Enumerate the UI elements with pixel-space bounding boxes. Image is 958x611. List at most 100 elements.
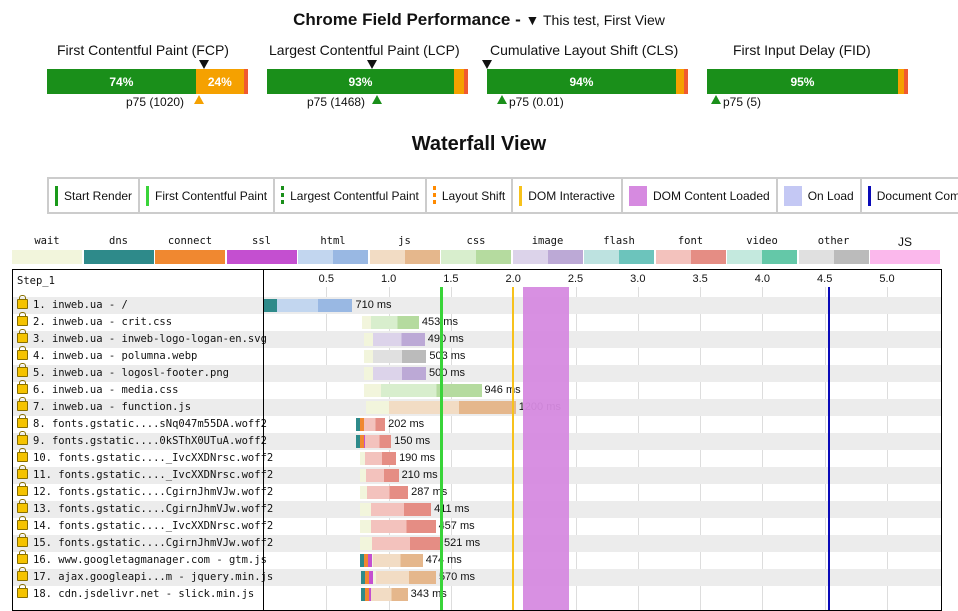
- axis-tick-label: 5.0: [879, 273, 895, 285]
- legend-dash: [432, 185, 436, 206]
- legend-swatch: [628, 185, 647, 206]
- p75-value: p75 (1468): [307, 95, 366, 109]
- request-bar: [373, 350, 427, 363]
- request-type: wait: [12, 235, 82, 264]
- request-bar: [367, 486, 409, 499]
- request-type-label: connect: [167, 235, 213, 247]
- request-type-swatch: [798, 250, 869, 264]
- legend-line: [519, 185, 523, 206]
- swatch-a: [798, 250, 834, 264]
- duration-label: 202 ms: [388, 418, 425, 430]
- request-label: 17. ajax.googleapi...m - jquery.min.js: [17, 567, 273, 586]
- request-type-label: font: [677, 235, 704, 247]
- lock-icon: [17, 380, 28, 394]
- metric-segment: [903, 69, 908, 94]
- request-type: css: [441, 235, 511, 264]
- table-row[interactable]: 4. inweb.ua - polumna.webp 503 ms: [13, 346, 941, 365]
- waterfall-chart: Step_1 0.5 1.0 1.5 2.0 2.5 3.0 3.5 4.0 4.5 5.0 1. i…: [12, 269, 942, 611]
- request-type: js: [369, 235, 440, 264]
- request-type-label: flash: [603, 235, 635, 247]
- axis-tick-label: 0.5: [318, 273, 334, 285]
- table-row[interactable]: 2. inweb.ua - crit.css 453 ms: [13, 312, 941, 331]
- request-bar: [365, 452, 397, 465]
- axis-tick-label: 4.0: [754, 273, 771, 285]
- swatch-b: [476, 250, 511, 264]
- legend-label: Start Render: [64, 188, 133, 203]
- request-type-swatch: [12, 250, 82, 264]
- request-name: 7. inweb.ua - function.js: [33, 401, 192, 413]
- request-label: 7. inweb.ua - function.js: [17, 397, 192, 416]
- table-row[interactable]: 14. fonts.gstatic...._IvcXXDNrsc.woff2 45…: [13, 516, 941, 535]
- request-type-swatch: [584, 250, 654, 264]
- request-label: 11. fonts.gstatic...._IvcXXDNrsc.woff2: [17, 465, 273, 484]
- duration-label: 150 ms: [394, 435, 431, 447]
- request-type-label: other: [817, 235, 850, 247]
- request-name: 8. fonts.gstatic....sNq047m55DA.woff2: [33, 418, 267, 430]
- request-label: 18. cdn.jsdelivr.net - slick.min.js: [17, 584, 254, 603]
- table-row[interactable]: 16. www.googletagmanager.com - gtm.js 474…: [13, 550, 941, 569]
- swatch-b: [619, 250, 654, 264]
- metric-label: First Input Delay (FID): [733, 42, 871, 58]
- lock-icon: [17, 465, 28, 479]
- request-bar: [363, 418, 386, 431]
- request-type-label: dns: [109, 235, 128, 247]
- field-subtitle: ▼ This test, First View: [525, 12, 665, 28]
- table-row[interactable]: 15. fonts.gstatic....CgirnJhmVJw.woff2 52…: [13, 533, 941, 552]
- swatch-a: [83, 250, 119, 264]
- wait-bar: [363, 384, 382, 397]
- table-row[interactable]: 18. cdn.jsdelivr.net - slick.min.js 343 m…: [13, 584, 941, 603]
- wait-bar: [359, 452, 366, 465]
- table-row[interactable]: 7. inweb.ua - function.js1200 ms: [13, 397, 941, 416]
- request-type-label: video: [746, 235, 778, 247]
- table-row[interactable]: 6. inweb.ua - media.css 946 ms: [13, 380, 941, 399]
- swatch-a: [441, 250, 476, 264]
- waterfall-legend: Start Render First Contentful Paint Larges…: [47, 177, 958, 214]
- axis-tick-label: 1.0: [380, 273, 397, 285]
- dom-interactive-line: [511, 287, 514, 610]
- table-row[interactable]: 17. ajax.googleapi...m - jquery.min.js 57…: [13, 567, 941, 586]
- table-row[interactable]: 8. fonts.gstatic....sNq047m55DA.woff2 202…: [13, 414, 941, 433]
- lock-icon: [17, 482, 28, 496]
- table-row[interactable]: 9. fonts.gstatic....0kSThX0UTuA.woff2 150…: [13, 431, 941, 450]
- table-row[interactable]: 5. inweb.ua - logosl-footer.png 500 ms: [13, 363, 941, 382]
- swatch-a: [12, 250, 47, 264]
- metric-label: First Contentful Paint (FCP): [57, 42, 229, 58]
- table-row[interactable]: 13. fonts.gstatic....CgirnJhmVJw.woff2 41…: [13, 499, 941, 518]
- p75-value: p75 (0.01): [509, 95, 564, 109]
- p75-marker-icon: [711, 95, 721, 104]
- table-row[interactable]: 11. fonts.gstatic...._IvcXXDNrsc.woff2 21…: [13, 465, 941, 484]
- swatch-a: [155, 250, 190, 264]
- request-label: 9. fonts.gstatic....0kSThX0UTuA.woff2: [17, 431, 267, 450]
- request-type-swatch: [870, 250, 940, 264]
- request-type-label: html: [320, 235, 346, 247]
- swatch-b: [404, 250, 440, 264]
- test-marker-icon: [366, 60, 377, 69]
- start-render-line: [439, 287, 443, 610]
- table-row[interactable]: 1. inweb.ua - / 710 ms: [13, 295, 941, 314]
- duration-label: 521 ms: [444, 537, 481, 549]
- metric-bar: 74% 24%: [47, 69, 248, 94]
- request-name: 15. fonts.gstatic....CgirnJhmVJw.woff2: [33, 537, 274, 549]
- field-performance-title: Chrome Field Performance - ▼ This test, …: [0, 10, 958, 30]
- swatch-b: [833, 250, 869, 264]
- request-type: font: [655, 235, 726, 264]
- metric-segment: [453, 69, 464, 94]
- swatch-a: [727, 250, 762, 264]
- metric-segment: [243, 69, 248, 94]
- legend-label: DOM Interactive: [528, 188, 615, 203]
- table-row[interactable]: 12. fonts.gstatic....CgirnJhmVJw.woff2 28…: [13, 482, 941, 501]
- request-label: 8. fonts.gstatic....sNq047m55DA.woff2: [17, 414, 267, 433]
- test-marker-icon: [482, 60, 492, 69]
- table-row[interactable]: 3. inweb.ua - inweb-logo-logan-en.svg 490…: [13, 329, 941, 348]
- legend-label: Largest Contentful Paint: [290, 188, 419, 203]
- lock-icon: [17, 397, 28, 411]
- table-row[interactable]: 10. fonts.gstatic...._IvcXXDNrsc.woff2 19…: [13, 448, 941, 467]
- metric-segment: [683, 69, 688, 94]
- legend-label: Document Complete: [876, 188, 958, 203]
- request-type: image: [512, 235, 583, 264]
- request-bar: [372, 333, 425, 346]
- request-bar: [388, 401, 516, 414]
- axis-tick-label: 1.5: [443, 273, 459, 285]
- swatch-b: [47, 250, 82, 264]
- swatch-a: [369, 250, 405, 264]
